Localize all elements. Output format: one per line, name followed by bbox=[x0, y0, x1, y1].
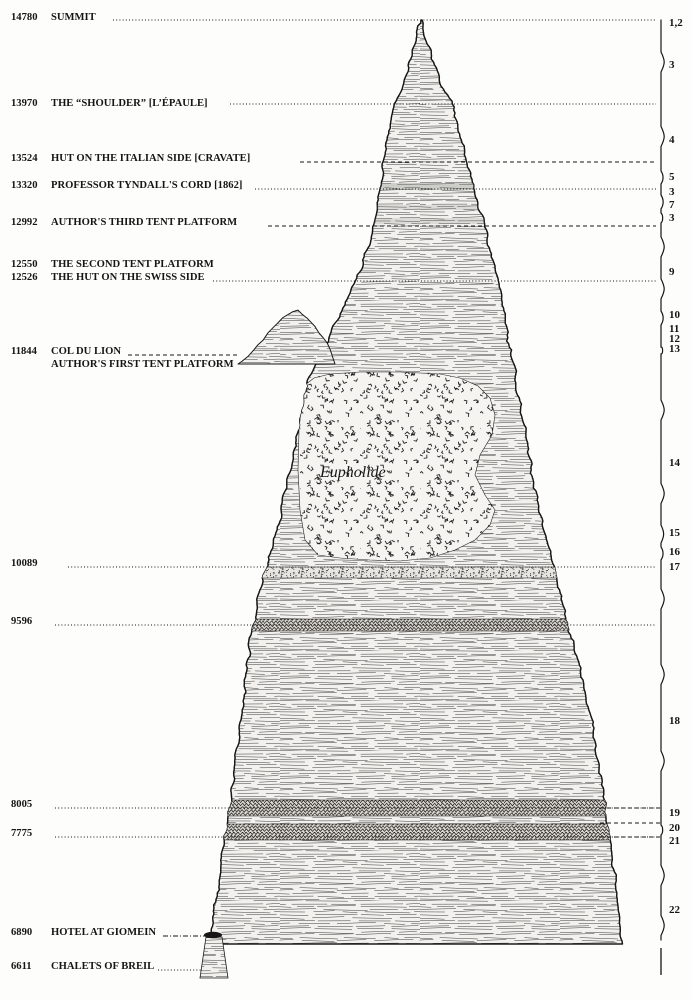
svg-text:Eupholide: Eupholide bbox=[319, 464, 386, 481]
